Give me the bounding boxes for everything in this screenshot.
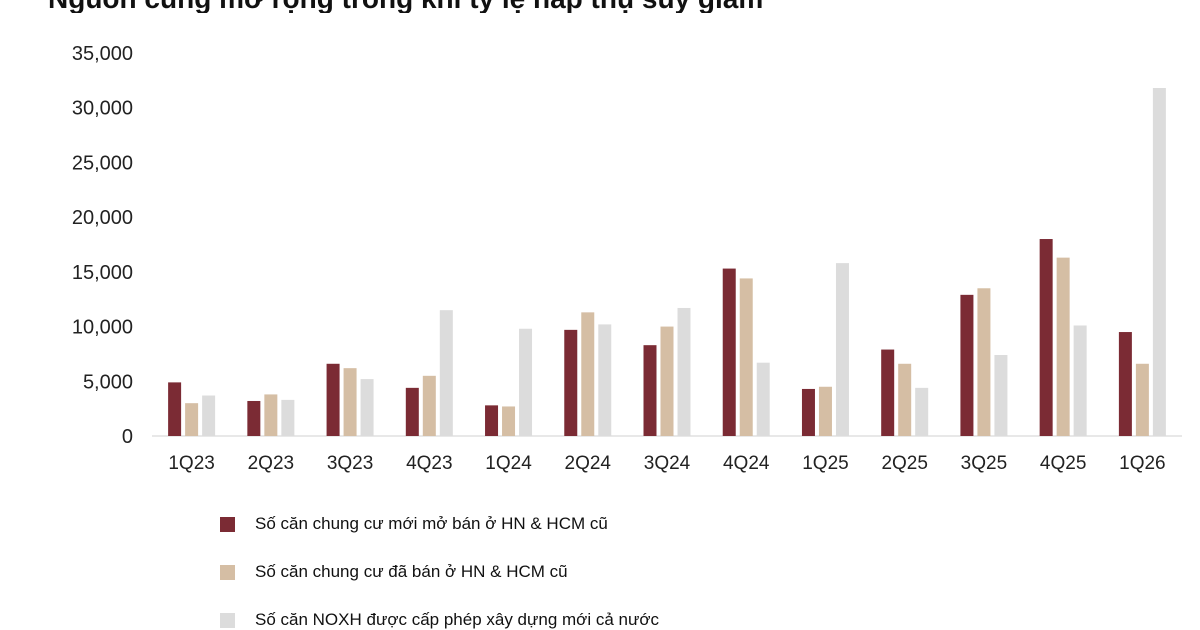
x-tick-label-4q23: 4Q23: [406, 453, 452, 474]
legend-swatch-social-housing: [220, 612, 235, 628]
bar-1q24-series-2: [502, 406, 516, 436]
bar-2q23-series-3: [281, 399, 295, 436]
bar-2q24-series-2: [581, 312, 595, 436]
bar-3q23-series-2: [343, 368, 357, 436]
x-tick-label-2q24: 2Q24: [565, 453, 612, 474]
legend-label-new-supply: Số căn chung cư mới mở bán ở HN & HCM cũ: [255, 514, 608, 533]
x-tick-label-1q26: 1Q26: [1119, 453, 1165, 474]
bar-3q25-series-2: [977, 288, 991, 436]
x-axis-ticks: 1Q23 2Q23 3Q23 4Q23 1Q24 2Q24 3Q24 4Q24 1Q25 2Q25…: [168, 453, 1165, 474]
chart-title: Nguồn cung mở rộng trong khi tỷ lệ hấp t…: [48, 0, 1168, 13]
y-tick-label: 5,000: [83, 371, 133, 393]
bar-1q23-series-3: [202, 395, 216, 436]
bar-2q25-series-2: [898, 363, 912, 436]
bar-4q25-series-3: [1073, 325, 1087, 436]
legend-swatch-sold: [220, 564, 235, 580]
legend-label-social-housing: Số căn NOXH được cấp phép xây dựng mới c…: [255, 610, 659, 629]
bar-3q25-series-3: [994, 355, 1008, 436]
bar-series-group: [168, 88, 1166, 436]
y-tick-label: 0: [122, 426, 133, 448]
y-tick-label: 10,000: [72, 317, 133, 339]
bar-2q24-series-1: [564, 329, 578, 436]
bar-3q25-series-1: [960, 294, 974, 436]
bar-4q25-series-1: [1039, 239, 1053, 436]
y-tick-label: 20,000: [72, 207, 133, 229]
bar-2q23-series-2: [264, 394, 278, 436]
bar-4q23-series-2: [422, 375, 436, 436]
x-tick-label-2q23: 2Q23: [248, 453, 294, 474]
bar-4q23-series-3: [439, 310, 453, 436]
x-tick-label-3q25: 3Q25: [961, 453, 1007, 474]
y-tick-label: 35,000: [72, 43, 133, 65]
bar-2q25-series-1: [881, 349, 895, 436]
bar-2q25-series-3: [915, 387, 929, 436]
bar-1q26-series-3: [1152, 88, 1166, 436]
bar-3q24-series-3: [677, 307, 691, 436]
x-tick-label-2q25: 2Q25: [881, 453, 927, 474]
x-tick-label-3q24: 3Q24: [644, 453, 691, 474]
bar-1q26-series-2: [1135, 363, 1149, 436]
bar-4q25-series-2: [1056, 257, 1070, 436]
legend: Số căn chung cư mới mở bán ở HN & HCM cũ…: [220, 505, 920, 630]
legend-swatch-new-supply: [220, 516, 235, 532]
bar-2q23-series-1: [247, 400, 261, 436]
y-axis-ticks: 35,000 30,000 25,000 20,000 15,000 10,000 5,00…: [72, 43, 133, 448]
x-tick-label-4q25: 4Q25: [1040, 453, 1086, 474]
bar-1q24-series-1: [485, 405, 499, 436]
bar-1q25-series-2: [818, 386, 832, 436]
bar-2q24-series-3: [598, 324, 612, 436]
x-tick-label-4q24: 4Q24: [723, 453, 770, 474]
bar-4q23-series-1: [405, 387, 419, 436]
x-tick-label-1q23: 1Q23: [168, 453, 214, 474]
bar-4q24-series-3: [756, 362, 770, 436]
bar-3q24-series-2: [660, 326, 674, 436]
bar-3q23-series-3: [360, 379, 374, 436]
x-tick-label-1q24: 1Q24: [485, 453, 532, 474]
bar-3q24-series-1: [643, 345, 657, 436]
bar-1q23-series-1: [168, 382, 182, 436]
bar-3q23-series-1: [326, 363, 340, 436]
bar-4q24-series-1: [722, 268, 736, 436]
x-tick-label-3q23: 3Q23: [327, 453, 373, 474]
bar-1q25-series-1: [801, 388, 815, 436]
legend-item-new-supply: Số căn chung cư mới mở bán ở HN & HCM cũ: [220, 512, 608, 536]
legend-item-social-housing: Số căn NOXH được cấp phép xây dựng mới c…: [220, 608, 659, 630]
legend-label-sold: Số căn chung cư đã bán ở HN & HCM cũ: [255, 562, 568, 581]
x-tick-label-1q25: 1Q25: [802, 453, 848, 474]
y-tick-label: 30,000: [72, 98, 133, 120]
legend-item-sold: Số căn chung cư đã bán ở HN & HCM cũ: [220, 560, 568, 584]
bar-4q24-series-2: [739, 278, 753, 436]
bar-1q26-series-1: [1118, 332, 1132, 436]
bar-1q24-series-3: [519, 328, 533, 436]
bar-1q25-series-3: [835, 263, 849, 436]
y-tick-label: 15,000: [72, 262, 133, 284]
bar-1q23-series-2: [185, 403, 199, 436]
y-tick-label: 25,000: [72, 152, 133, 174]
